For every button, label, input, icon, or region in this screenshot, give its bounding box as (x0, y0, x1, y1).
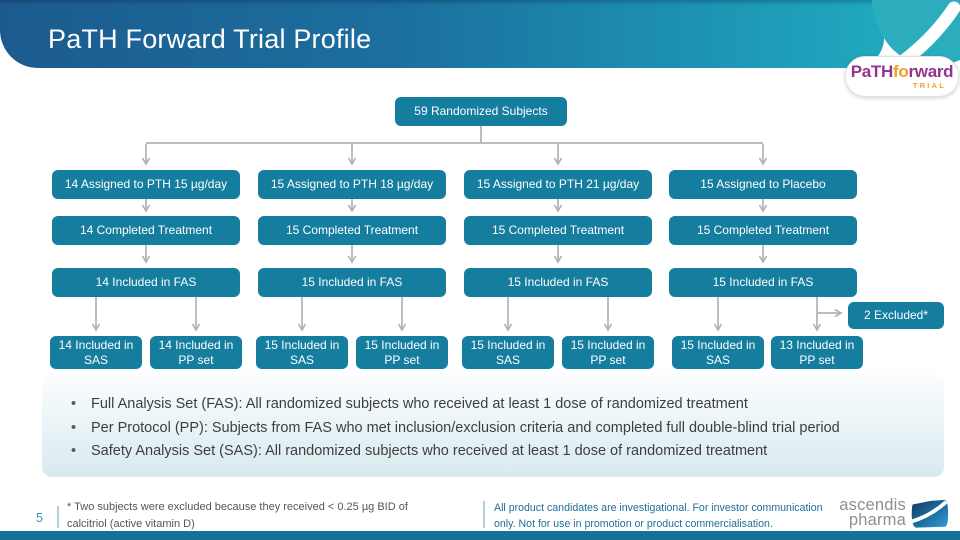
definition-fas: Full Analysis Set (FAS): All randomized … (70, 393, 944, 417)
box-fas-3: 15 Included in FAS (464, 268, 652, 297)
ascendis-flag-icon (910, 499, 949, 528)
page-number: 5 (36, 511, 43, 525)
trial-logo-mid: fo (893, 62, 909, 81)
trial-logo-badge: PaTHforward TRIAL (845, 56, 959, 97)
ascendis-name-top: ascendis (839, 496, 906, 514)
box-pp-1: 14 Included in PP set (150, 336, 242, 369)
definitions-list: Full Analysis Set (FAS): All randomized … (42, 372, 944, 464)
trial-logo-suffix: rward (908, 62, 954, 81)
ascendis-wordmark: ascendis pharma (828, 496, 906, 529)
box-completed-4: 15 Completed Treatment (669, 216, 857, 245)
box-pp-4: 13 Included in PP set (771, 336, 863, 369)
box-sas-3: 15 Included in SAS (462, 336, 554, 369)
footnote-text: * Two subjects were excluded because the… (67, 501, 408, 530)
box-excluded: 2 Excluded* (848, 302, 944, 329)
header-bar (0, 0, 884, 68)
box-sas-4: 15 Included in SAS (672, 336, 764, 369)
box-assigned-placebo: 15 Assigned to Placebo (669, 170, 857, 199)
trial-logo-prefix: PaTH (850, 62, 894, 81)
box-pp-2: 15 Included in PP set (356, 336, 448, 369)
box-fas-4: 15 Included in FAS (669, 268, 857, 297)
footer-divider-right (483, 501, 485, 528)
box-assigned-pth18: 15 Assigned to PTH 18 µg/day (258, 170, 446, 199)
box-assigned-pth21: 15 Assigned to PTH 21 µg/day (464, 170, 652, 199)
slide-title: PaTH Forward Trial Profile (48, 24, 372, 54)
box-completed-2: 15 Completed Treatment (258, 216, 446, 245)
ascendis-name-bottom: pharma (848, 510, 906, 529)
definition-pp: Per Protocol (PP): Subjects from FAS who… (70, 417, 944, 441)
box-sas-2: 15 Included in SAS (256, 336, 348, 369)
box-completed-1: 14 Completed Treatment (52, 216, 240, 245)
disclaimer-text: All product candidates are investigation… (494, 502, 823, 530)
bottom-accent-bar (0, 531, 960, 540)
box-randomized-subjects: 59 Randomized Subjects (395, 97, 567, 126)
trial-logo-subtitle: TRIAL (912, 81, 946, 90)
box-fas-2: 15 Included in FAS (258, 268, 446, 297)
box-fas-1: 14 Included in FAS (52, 268, 240, 297)
box-completed-3: 15 Completed Treatment (464, 216, 652, 245)
footer-divider-left (57, 506, 59, 528)
box-assigned-pth15: 14 Assigned to PTH 15 µg/day (52, 170, 240, 199)
definitions-panel: Full Analysis Set (FAS): All randomized … (42, 372, 944, 477)
box-pp-3: 15 Included in PP set (562, 336, 654, 369)
trial-logo-wordmark: PaTHforward (846, 63, 958, 80)
box-sas-1: 14 Included in SAS (50, 336, 142, 369)
definition-sas: Safety Analysis Set (SAS): All randomize… (70, 440, 944, 464)
